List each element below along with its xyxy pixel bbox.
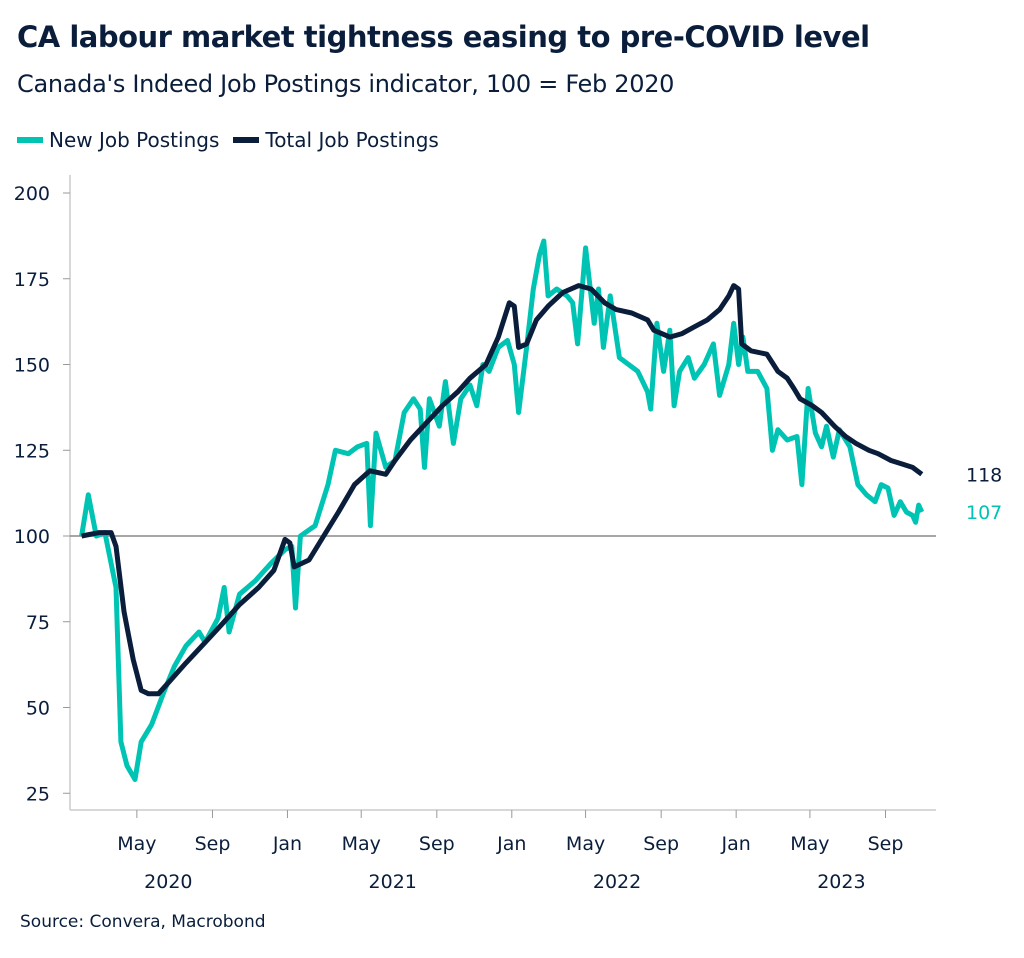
y-tick-label: 150 bbox=[14, 355, 50, 377]
x-tick-label: Jan bbox=[721, 833, 751, 855]
chart-subtitle: Canada's Indeed Job Postings indicator, … bbox=[17, 70, 675, 98]
x-tick-label: Sep bbox=[419, 833, 455, 855]
x-tick-label: May bbox=[566, 833, 605, 855]
x-year-label: 2022 bbox=[593, 871, 641, 893]
legend-item-new: New Job Postings bbox=[17, 128, 219, 152]
x-tick-label: Jan bbox=[496, 833, 526, 855]
x-tick-label: May bbox=[790, 833, 829, 855]
series-line-new bbox=[79, 238, 925, 782]
x-tick-label: May bbox=[342, 833, 381, 855]
x-tick-label: May bbox=[117, 833, 156, 855]
y-tick-label: 50 bbox=[26, 698, 50, 720]
end-label-total: 118 bbox=[966, 464, 1002, 486]
y-tick-label: 200 bbox=[14, 183, 50, 205]
legend-item-total: Total Job Postings bbox=[233, 128, 439, 152]
source-note: Source: Convera, Macrobond bbox=[20, 912, 266, 932]
series-line-total bbox=[81, 283, 924, 697]
y-tick-label: 75 bbox=[26, 612, 50, 634]
legend-swatch-new bbox=[17, 137, 43, 143]
x-tick-label: Sep bbox=[868, 833, 904, 855]
end-label-new: 107 bbox=[966, 502, 1002, 524]
x-year-label: 2021 bbox=[369, 871, 417, 893]
x-year-label: 2023 bbox=[817, 871, 865, 893]
y-tick-label: 175 bbox=[14, 269, 50, 291]
chart-title: CA labour market tightness easing to pre… bbox=[17, 20, 870, 54]
y-tick-label: 25 bbox=[26, 783, 50, 805]
y-tick-label: 125 bbox=[14, 440, 50, 462]
x-tick-label: Sep bbox=[195, 833, 231, 855]
x-year-label: 2020 bbox=[144, 871, 192, 893]
legend-swatch-total bbox=[233, 137, 260, 143]
x-tick-label: Jan bbox=[272, 833, 302, 855]
legend-label-total: Total Job Postings bbox=[265, 128, 439, 152]
y-tick-label: 100 bbox=[14, 526, 50, 548]
x-tick-label: Sep bbox=[643, 833, 679, 855]
legend: New Job Postings Total Job Postings bbox=[17, 128, 439, 152]
legend-label-new: New Job Postings bbox=[49, 128, 220, 152]
